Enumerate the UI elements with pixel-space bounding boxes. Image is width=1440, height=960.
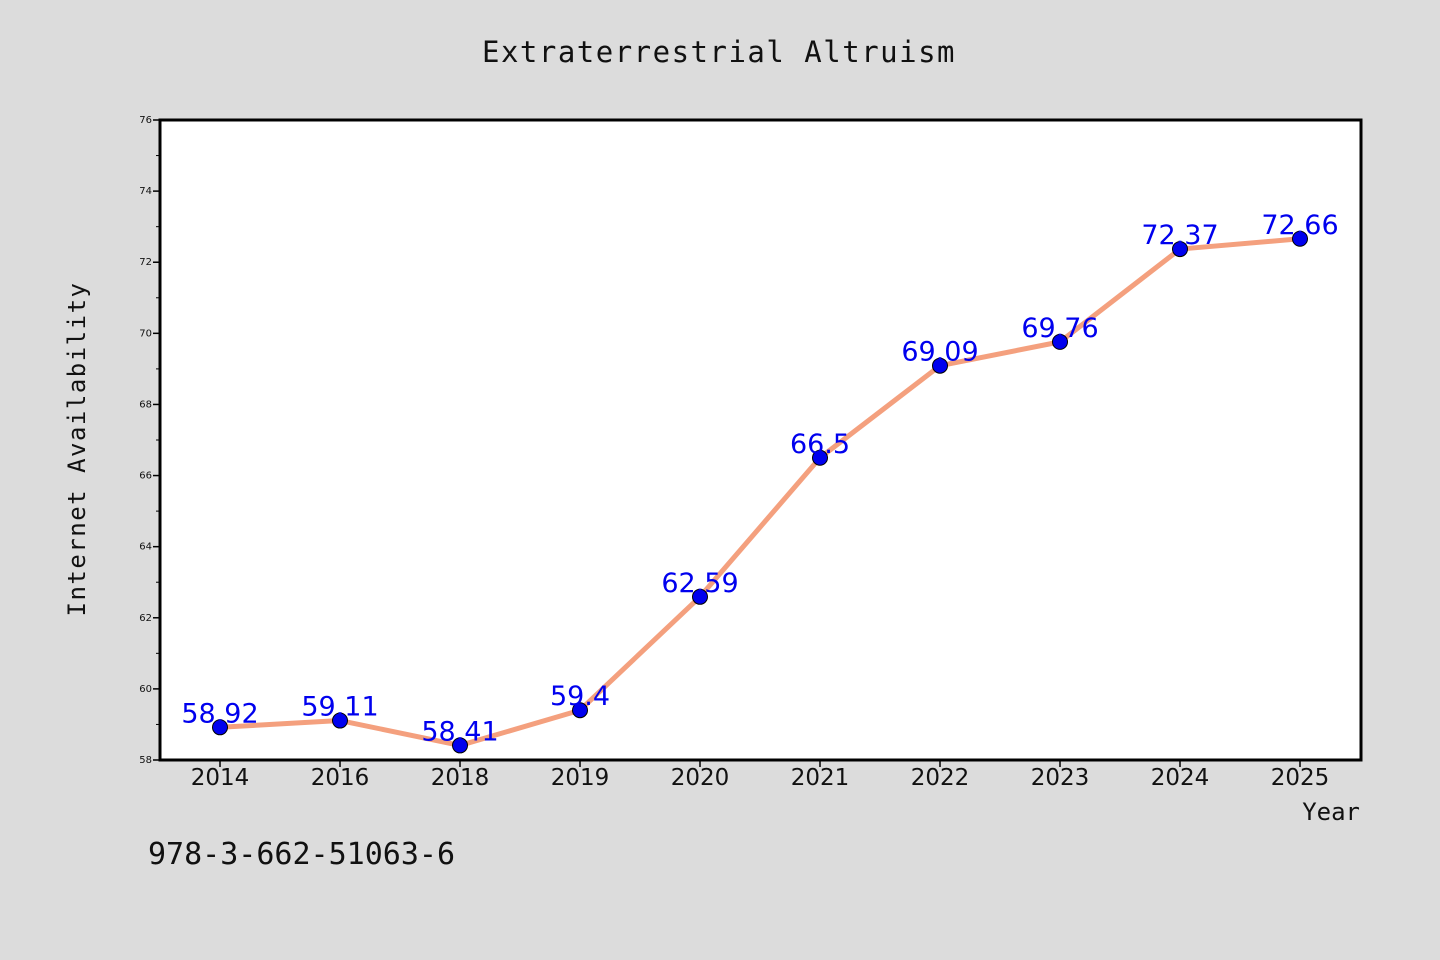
data-label: 59.11 [301,692,378,723]
data-label: 69.76 [1021,313,1098,344]
data-point [1052,333,1068,350]
y-tick-label: 58 [139,755,152,766]
data-point [1292,230,1308,247]
data-label: 62.59 [661,568,738,599]
data-point [1172,241,1188,258]
data-label: 69.09 [901,337,978,368]
y-tick-label: 60 [139,684,152,695]
plot-area [158,118,1363,762]
data-labels: 58.92 59.11 58.41 59.4 62.59 66.5 69.09 69.76 72… [181,210,1338,748]
y-axis: 58 60 62 64 66 68 70 72 74 76 [139,115,160,766]
y-tick-label: 62 [139,613,152,624]
data-point [692,588,708,605]
x-tick-label: 2018 [431,765,490,791]
data-label: 66.5 [790,429,850,460]
data-label: 72.66 [1261,210,1338,241]
x-tick-label: 2025 [1271,765,1330,791]
x-tick-label: 2020 [671,765,730,791]
y-tick-label: 74 [139,186,152,197]
y-tick-label: 64 [139,542,152,553]
chart-title: Extraterrestrial Altruism [482,35,956,69]
y-tick-label: 68 [139,399,152,410]
data-point [332,712,348,729]
data-point [212,719,228,736]
x-tick-label: 2023 [1031,765,1090,791]
x-axis-label: Year [1302,798,1360,826]
data-point [452,737,468,754]
data-label: 72.37 [1141,220,1218,251]
x-tick-label: 2022 [911,765,970,791]
x-tick-label: 2024 [1151,765,1210,791]
y-tick-label: 70 [139,328,152,339]
y-tick-label: 76 [139,115,152,126]
series-line [217,236,1303,748]
data-label: 59.4 [550,681,610,712]
x-tick-label: 2019 [551,765,610,791]
y-tick-label: 66 [139,471,152,482]
data-point [572,702,588,719]
data-point [812,449,828,466]
y-axis-label: Internet Availability [63,282,91,617]
data-markers [212,230,1308,754]
data-point [932,357,948,374]
x-axis: 2014 2016 2018 2019 2020 2021 2022 2023 2024 2025 [191,760,1330,791]
x-tick-label: 2016 [311,765,370,791]
data-label: 58.92 [181,698,258,729]
x-tick-label: 2021 [791,765,850,791]
isbn-annotation: 978-3-662-51063-6 [148,837,455,872]
data-label: 58.41 [421,716,498,747]
y-tick-label: 72 [139,257,152,268]
x-tick-label: 2014 [191,765,250,791]
